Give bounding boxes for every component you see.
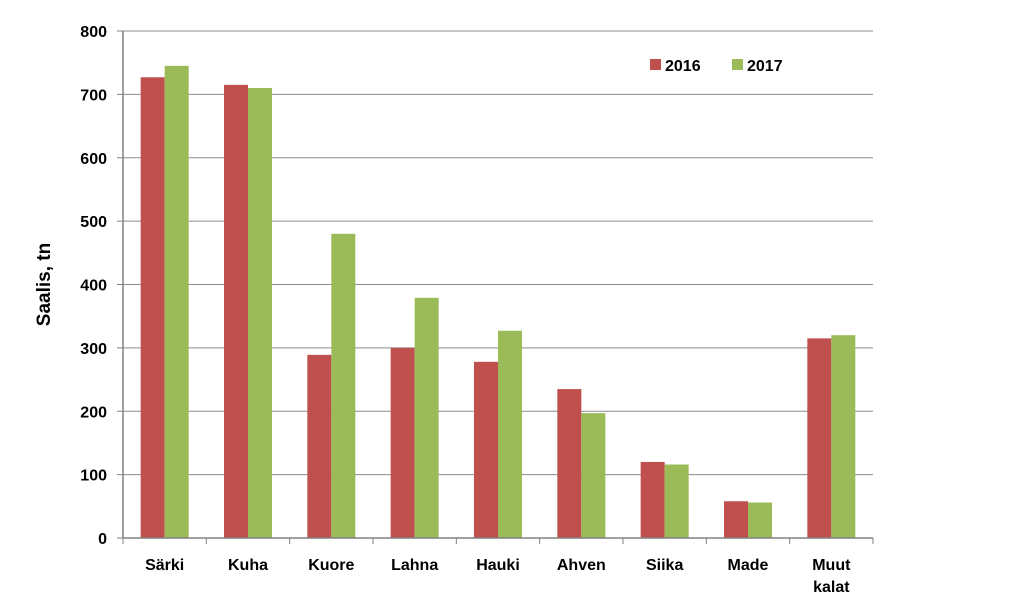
y-axis-title: Saalis, tn: [34, 243, 55, 326]
bar-2017: [831, 335, 856, 538]
bar-2016: [307, 354, 332, 538]
legend-label: 2016: [665, 58, 701, 75]
y-tick-label: 500: [80, 214, 107, 231]
y-tick-label: 800: [80, 24, 107, 41]
x-category-label: kalat: [813, 579, 850, 596]
bar-2017: [414, 297, 439, 538]
bar-2017: [164, 65, 189, 538]
x-category-label: Muut: [812, 557, 851, 574]
bar-2017: [664, 464, 689, 538]
bar-2017: [581, 413, 606, 538]
x-category-label: Kuore: [308, 557, 354, 574]
bar-2017: [748, 502, 772, 538]
bar-2016: [557, 389, 582, 538]
legend-label: 2017: [747, 58, 783, 75]
y-tick-label: 100: [80, 468, 107, 485]
y-tick-label: 700: [80, 87, 107, 104]
axes: 0 100 200 300 400 500 600 700 800 Särki Kuha Kuore L…: [80, 24, 874, 596]
legend-swatch-2016: [650, 59, 661, 70]
y-tick-label: 200: [80, 404, 107, 421]
legend: 2016 2017: [650, 58, 783, 75]
x-category-label: Made: [728, 557, 769, 574]
bar-2016: [724, 501, 748, 538]
legend-swatch-2017: [732, 59, 743, 70]
y-tick-label: 400: [80, 278, 107, 295]
y-tick-label: 600: [80, 151, 107, 168]
x-category-label: Lahna: [391, 557, 438, 574]
bar-2016: [390, 347, 415, 538]
y-tick-label: 0: [98, 531, 107, 548]
x-category-label: Ahven: [557, 557, 606, 574]
bar-2017: [331, 233, 356, 539]
bar-2016: [224, 84, 248, 539]
bar-2016: [807, 338, 832, 538]
x-category-label: Siika: [646, 557, 683, 574]
bar-2016: [474, 361, 498, 538]
x-category-label: Särki: [145, 557, 184, 574]
bar-2016: [140, 77, 165, 539]
x-category-label: Kuha: [228, 557, 268, 574]
bar-2017: [248, 88, 272, 538]
y-tick-label: 300: [80, 341, 107, 358]
bar-2016: [640, 461, 665, 538]
bars: [140, 65, 856, 539]
bar-2017: [498, 330, 522, 538]
x-category-label: Hauki: [476, 557, 520, 574]
